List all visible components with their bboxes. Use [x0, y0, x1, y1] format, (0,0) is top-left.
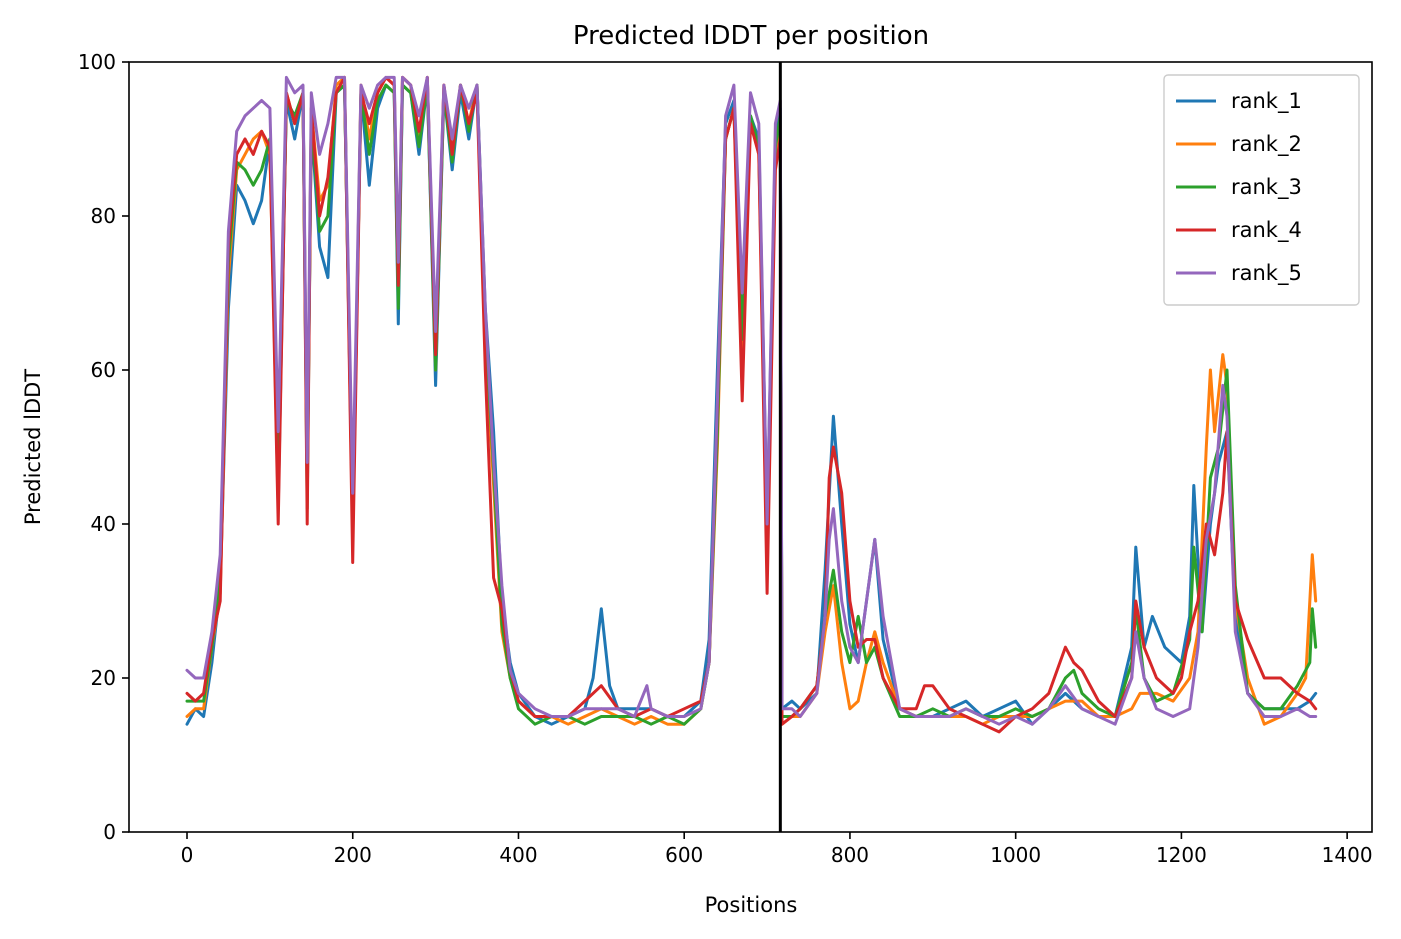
y-axis-title: Predicted lDDT [21, 369, 45, 525]
x-axis-title: Positions [705, 893, 798, 917]
y-tick-label: 100 [78, 50, 116, 74]
y-tick-label: 80 [91, 204, 116, 228]
x-tick-label: 1200 [1156, 843, 1207, 867]
y-tick-label: 40 [91, 512, 116, 536]
x-tick-label: 200 [334, 843, 372, 867]
x-tick-label: 600 [665, 843, 703, 867]
legend-box [1163, 74, 1360, 306]
x-tick-label: 1400 [1322, 843, 1373, 867]
legend: rank_1 rank_2 rank_3 rank_4 rank_5 [1163, 74, 1360, 306]
y-tick-label: 60 [91, 358, 116, 382]
x-tick-label: 1000 [990, 843, 1041, 867]
legend-label-rank_2: rank_2 [1231, 132, 1302, 157]
legend-label-rank_3: rank_3 [1231, 175, 1302, 200]
plot-frame [128, 61, 1373, 833]
chart-title: Predicted lDDT per position [573, 21, 929, 51]
x-tick-label: 800 [831, 843, 869, 867]
y-axis: 0 20 40 60 80 100 [78, 50, 129, 844]
x-tick-label: 0 [181, 843, 194, 867]
x-tick-label: 400 [499, 843, 537, 867]
y-tick-label: 20 [91, 666, 116, 690]
x-axis: 0 200 400 600 800 1000 1200 1400 [181, 832, 1373, 867]
y-tick-label: 0 [103, 820, 116, 844]
series-line-rank_5 [185, 75, 1318, 726]
legend-label-rank_1: rank_1 [1231, 89, 1302, 114]
plot-lines [185, 75, 1318, 734]
legend-label-rank_4: rank_4 [1231, 218, 1302, 243]
legend-label-rank_5: rank_5 [1231, 261, 1302, 286]
